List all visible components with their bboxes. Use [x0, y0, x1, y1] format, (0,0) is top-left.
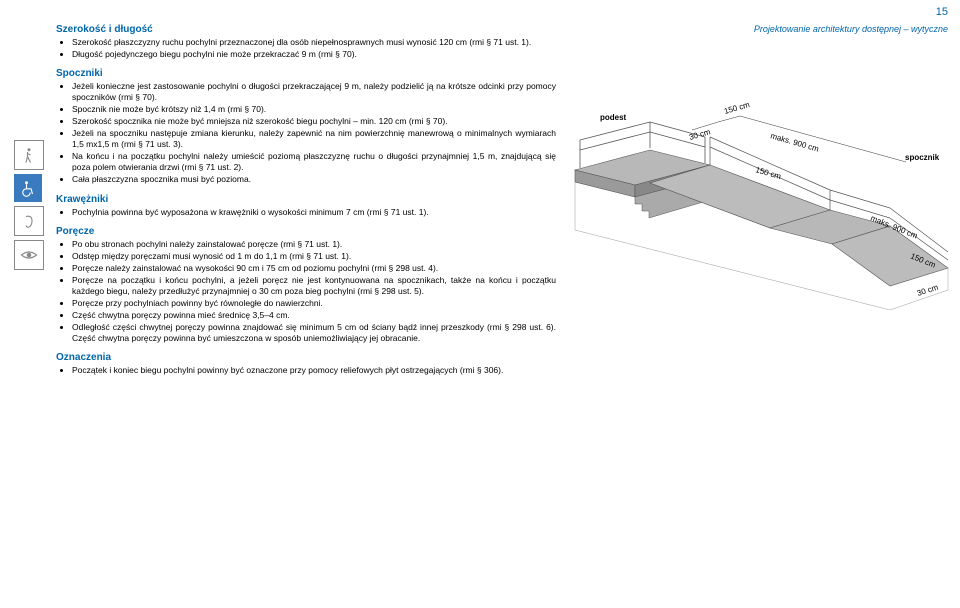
list-item: Odległość części chwytnej poręczy powinn…: [72, 322, 556, 344]
list-item: Poręcze należy zainstalować na wysokości…: [72, 263, 556, 274]
section-list-width: Szerokość płaszczyzny ruchu pochylni prz…: [56, 37, 556, 60]
list-item: Cała płaszczyzna spocznika musi być pozi…: [72, 174, 556, 185]
dim-150-b: 150 cm: [754, 165, 782, 181]
list-item: Jeżeli konieczne jest zastosowanie pochy…: [72, 81, 556, 103]
sidebar-icons: [14, 140, 44, 274]
list-item: Jeżeli na spoczniku następuje zmiana kie…: [72, 128, 556, 150]
ear-icon: [14, 206, 44, 236]
list-item: Szerokość spocznika nie może być mniejsz…: [72, 116, 556, 127]
label-podest: podest: [600, 113, 627, 122]
section-list-spoczniki: Jeżeli konieczne jest zastosowanie pochy…: [56, 81, 556, 185]
list-item: Szerokość płaszczyzny ruchu pochylni prz…: [72, 37, 556, 48]
list-item: Na końcu i na początku pochylni należy u…: [72, 151, 556, 173]
section-list-oznaczenia: Początek i koniec biegu pochylni powinny…: [56, 365, 556, 376]
dim-30-b: 30 cm: [916, 283, 940, 298]
list-item: Odstęp między poręczami musi wynosić od …: [72, 251, 556, 262]
section-title-krawezniki: Krawężniki: [56, 194, 556, 205]
list-item: Poręcze przy pochylniach powinny być rów…: [72, 298, 556, 309]
main-content: Szerokość i długość Szerokość płaszczyzn…: [56, 18, 556, 384]
section-list-porecze: Po obu stronach pochylni należy zainstal…: [56, 239, 556, 344]
ramp-diagram: podest spocznik 150 cm 30 cm maks. 900 c…: [570, 100, 950, 310]
page-number: 15: [936, 6, 948, 18]
section-list-krawezniki: Pochylnia powinna być wyposażona w krawę…: [56, 207, 556, 218]
walking-icon: [14, 140, 44, 170]
wheelchair-icon: [14, 174, 42, 202]
header-subtitle: Projektowanie architektury dostępnej – w…: [754, 24, 948, 34]
dim-30-a: 30 cm: [688, 127, 712, 142]
list-item: Spocznik nie może być krótszy niż 1,4 m …: [72, 104, 556, 115]
list-item: Długość pojedynczego biegu pochylni nie …: [72, 49, 556, 60]
dim-150-a: 150 cm: [723, 100, 751, 116]
section-title-spoczniki: Spoczniki: [56, 68, 556, 79]
section-title-porecze: Poręcze: [56, 226, 556, 237]
section-title-oznaczenia: Oznaczenia: [56, 352, 556, 363]
eye-icon: [14, 240, 44, 270]
list-item: Część chwytna poręczy powinna mieć średn…: [72, 310, 556, 321]
section-title-width: Szerokość i długość: [56, 24, 556, 35]
list-item: Po obu stronach pochylni należy zainstal…: [72, 239, 556, 250]
list-item: Początek i koniec biegu pochylni powinny…: [72, 365, 556, 376]
list-item: Poręcze na początku i końcu pochylni, a …: [72, 275, 556, 297]
dim-900-a: maks. 900 cm: [769, 131, 820, 153]
label-spocznik: spocznik: [905, 153, 940, 162]
list-item: Pochylnia powinna być wyposażona w krawę…: [72, 207, 556, 218]
